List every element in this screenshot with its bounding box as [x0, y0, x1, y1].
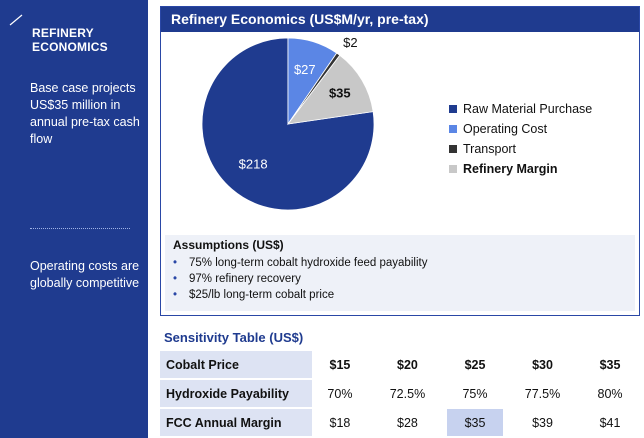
sidebar-cashflow-text: Base case projects US$35 million in annu… [30, 81, 140, 146]
table-row-fcc-margin: FCC Annual Margin $18 $28 $35 $39 $41 [160, 408, 638, 438]
legend-label: Transport [463, 142, 517, 156]
bullet-icon: • [173, 273, 178, 285]
sidebar-opcost-text: Operating costs are globally competitive [30, 259, 140, 290]
legend-swatch [449, 125, 457, 133]
table-cell: 80% [582, 379, 638, 409]
table-cell: 72.5% [367, 379, 448, 409]
legend-item-transport: Transport [449, 139, 592, 159]
assumption-text: 75% long-term cobalt hydroxide feed paya… [189, 257, 428, 269]
sidebar-divider [30, 228, 130, 229]
table-cell: $28 [367, 408, 448, 438]
sidebar-title-line2: ECONOMICS [32, 40, 108, 54]
assumptions-title: Assumptions (US$) [173, 238, 284, 252]
sidebar-title: REFINERY ECONOMICS [32, 26, 142, 54]
bullet-icon: • [173, 289, 178, 301]
pie-data-label: $35 [329, 85, 351, 100]
table-cell: 70% [312, 379, 368, 409]
legend-item-refinery-margin: Refinery Margin [449, 159, 592, 179]
legend-item-raw-material: Raw Material Purchase [449, 99, 592, 119]
legend-label: Operating Cost [463, 122, 548, 136]
chart-title: Refinery Economics (US$M/yr, pre-tax) [161, 7, 639, 32]
refinery-economics-panel: Refinery Economics (US$M/yr, pre-tax) $2… [160, 6, 640, 316]
sidebar: REFINERY ECONOMICS Base case projects US… [0, 0, 148, 438]
table-cell: $25 [447, 351, 503, 380]
table-row-cobalt-price: Cobalt Price $15 $20 $25 $30 $35 [160, 351, 638, 380]
table-cell-highlighted: $35 [447, 408, 503, 438]
table-cell: $39 [502, 408, 583, 438]
pie-data-label: $27 [294, 62, 316, 77]
assumption-item: • $25/lb long-term cobalt price [173, 287, 427, 303]
pie-slice-refinery-margin [287, 54, 374, 125]
row-label: Cobalt Price [160, 351, 312, 380]
row-label: Hydroxide Payability [160, 379, 312, 409]
sidebar-title-line1: REFINERY [32, 26, 94, 40]
chart-legend: Raw Material Purchase Operating Cost Tra… [449, 99, 592, 179]
legend-label: Refinery Margin [463, 162, 558, 176]
legend-swatch [449, 105, 457, 113]
legend-swatch [449, 145, 457, 153]
table-cell: $41 [582, 408, 638, 438]
pie-data-label: $218 [239, 156, 268, 171]
table-cell: $20 [367, 351, 448, 380]
legend-swatch [449, 165, 457, 173]
legend-label: Raw Material Purchase [463, 102, 593, 116]
sensitivity-title: Sensitivity Table (US$) [164, 330, 304, 345]
sensitivity-table: Cobalt Price $15 $20 $25 $30 $35 Hydroxi… [160, 351, 638, 438]
pie-data-label: $2 [343, 35, 357, 50]
bullet-icon: • [173, 257, 178, 269]
assumption-text: $25/lb long-term cobalt price [189, 289, 335, 301]
assumption-item: • 75% long-term cobalt hydroxide feed pay… [173, 255, 427, 271]
table-cell: 77.5% [502, 379, 583, 409]
table-cell: 75% [447, 379, 503, 409]
table-cell: $18 [312, 408, 368, 438]
table-cell: $35 [582, 351, 638, 380]
legend-item-operating-cost: Operating Cost [449, 119, 592, 139]
assumptions-box: Assumptions (US$) • 75% long-term cobalt … [165, 235, 635, 311]
pie-chart: $218 $27 $2 $35 [201, 35, 375, 211]
row-label: FCC Annual Margin [160, 408, 312, 438]
table-cell: $30 [502, 351, 583, 380]
assumption-item: • 97% refinery recovery [173, 271, 427, 287]
table-row-payability: Hydroxide Payability 70% 72.5% 75% 77.5%… [160, 379, 638, 409]
assumptions-list: • 75% long-term cobalt hydroxide feed pay… [173, 255, 427, 303]
slash-accent-icon [9, 14, 23, 26]
assumption-text: 97% refinery recovery [189, 273, 301, 285]
table-cell: $15 [312, 351, 368, 380]
